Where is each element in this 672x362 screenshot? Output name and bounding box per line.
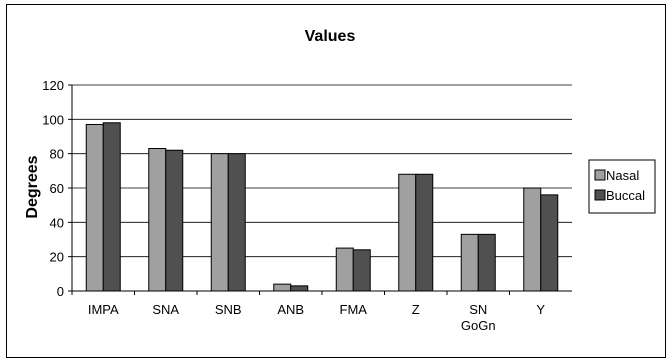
bar-nasal-2 [210,153,229,292]
bar-buccal-3 [290,285,309,292]
y-tick-label-40: 40 [50,215,64,230]
x-tick-label-3: ANB [277,302,304,317]
y-tick-label-60: 60 [50,181,64,196]
x-tick-label-6-line1: GoGn [461,318,496,333]
legend-swatch-buccal [594,189,606,201]
bar-buccal-2 [227,153,246,292]
x-tick-label-7: Y [536,302,545,317]
bar-buccal-5 [415,173,434,292]
y-tick-label-100: 100 [42,112,64,127]
legend-box [588,159,656,214]
bar-buccal-7 [540,194,559,292]
x-tick-label-5: Z [412,302,420,317]
legend-swatch-nasal [594,169,606,181]
x-tick-label-2: SNB [215,302,242,317]
x-tick-label-6: SN [469,302,487,317]
bars [85,122,559,292]
bar-nasal-3 [273,283,292,292]
bar-buccal-6 [477,233,496,292]
bar-buccal-4 [352,249,371,292]
y-tick-label-20: 20 [50,250,64,265]
bar-nasal-0 [85,123,104,292]
legend: Nasal Buccal [588,159,656,214]
bar-nasal-1 [148,148,167,292]
bar-nasal-6 [460,233,479,292]
gridlines [68,84,572,292]
bar-nasal-7 [523,187,542,292]
x-tick-label-1: SNA [152,302,179,317]
chart-title: Values [305,28,356,45]
bar-nasal-5 [398,173,417,292]
axes [71,85,572,295]
y-tick-labels: 0 20 40 60 80 100 120 [42,78,64,299]
y-tick-label-0: 0 [57,284,64,299]
bar-buccal-0 [102,122,121,292]
y-axis-label: Degrees [24,155,41,218]
x-tick-label-4: FMA [340,302,368,317]
y-tick-label-120: 120 [42,78,64,93]
bar-buccal-1 [165,149,184,292]
x-tick-label-0: IMPA [88,302,119,317]
y-tick-label-80: 80 [50,147,64,162]
legend-label-nasal: Nasal [606,168,639,183]
bar-nasal-4 [335,247,354,292]
legend-label-buccal: Buccal [606,188,645,203]
